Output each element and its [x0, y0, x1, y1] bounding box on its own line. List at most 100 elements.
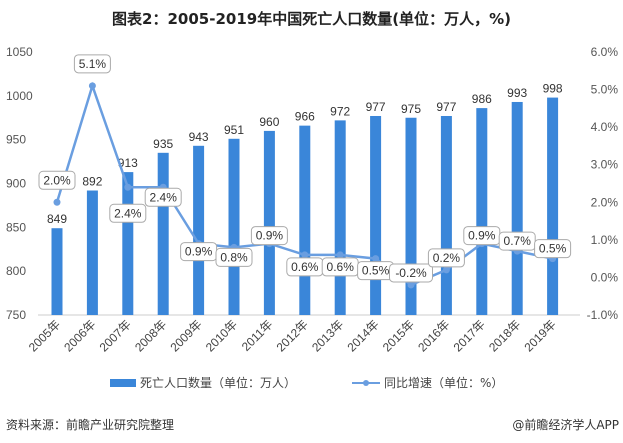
- x-tick-label: 2011年: [239, 317, 276, 354]
- growth-point: [442, 266, 450, 274]
- growth-label-box: [389, 263, 433, 283]
- credit-note: @前瞻经济学人APP: [512, 418, 619, 432]
- growth-point: [372, 255, 380, 263]
- growth-label-box: [534, 239, 572, 259]
- growth-point: [301, 251, 309, 259]
- left-tick-label: 850: [6, 220, 26, 234]
- bar-value-label: 986: [472, 92, 492, 106]
- x-tick-label: 2019年: [521, 317, 558, 354]
- growth-value-label: 2.4%: [114, 206, 142, 220]
- left-tick-label: 1000: [6, 89, 33, 103]
- growth-value-label: 0.8%: [220, 250, 248, 264]
- x-tick-label: 2010年: [203, 317, 240, 354]
- bar: [51, 228, 63, 315]
- growth-label-box: [144, 187, 182, 207]
- bar-value-label: 966: [295, 110, 315, 124]
- bar: [193, 145, 205, 315]
- source-note: 资料来源：前瞻产业研究院整理: [6, 418, 175, 432]
- chart-title: 图表2：2005-2019年中国死亡人口数量(单位：万人，%): [112, 10, 511, 28]
- bar: [334, 120, 346, 315]
- growth-point: [88, 82, 96, 90]
- growth-point: [407, 281, 415, 289]
- right-tick-label: 2.0%: [591, 195, 619, 209]
- legend-line-swatch: [352, 379, 380, 386]
- bar: [547, 97, 559, 315]
- legend-bar-label: 死亡人口数量（单位：万人）: [140, 376, 297, 390]
- growth-value-label: 0.5%: [362, 264, 390, 278]
- bar: [122, 172, 134, 315]
- bar: [511, 101, 523, 315]
- bar-value-label: 972: [330, 104, 350, 118]
- left-tick-label: 750: [6, 308, 26, 322]
- growth-label-box: [250, 226, 288, 246]
- growth-label-box: [215, 247, 253, 267]
- growth-value-label: 0.5%: [539, 242, 567, 256]
- left-tick-label: 950: [6, 133, 26, 147]
- bar-value-label: 977: [436, 100, 456, 114]
- x-tick-label: 2015年: [380, 317, 417, 354]
- right-tick-label: 6.0%: [591, 45, 619, 59]
- legend-item-line: 同比增速（单位：%）: [352, 374, 503, 391]
- bar: [440, 115, 452, 315]
- right-tick-label: 3.0%: [591, 158, 619, 172]
- bar-value-label: 993: [507, 86, 527, 100]
- bar-value-label: 913: [118, 156, 138, 170]
- x-tick-label: 2005年: [26, 317, 63, 354]
- x-tick-label: 2017年: [451, 317, 488, 354]
- x-tick-label: 2007年: [97, 317, 134, 354]
- left-tick-label: 900: [6, 177, 26, 191]
- right-tick-label: 4.0%: [591, 120, 619, 134]
- growth-label-box: [38, 170, 76, 190]
- bar-value-label: 951: [224, 123, 244, 137]
- growth-value-label: 0.9%: [468, 229, 496, 243]
- x-tick-label: 2006年: [61, 317, 98, 354]
- bar-value-label: 960: [259, 115, 279, 129]
- growth-value-label: -0.2%: [395, 266, 427, 280]
- bar: [86, 190, 98, 315]
- left-tick-label: 1050: [6, 45, 33, 59]
- bar-value-label: 977: [366, 100, 386, 114]
- growth-value-label: 0.9%: [256, 229, 284, 243]
- right-tick-label: 1.0%: [591, 233, 619, 247]
- bar-value-label: 849: [47, 212, 67, 226]
- bar: [405, 117, 417, 315]
- bar-value-label: 943: [189, 130, 209, 144]
- growth-label-box: [109, 203, 147, 223]
- growth-value-label: 0.9%: [185, 245, 213, 259]
- growth-label-box: [73, 54, 111, 74]
- legend-line-label: 同比增速（单位：%）: [384, 376, 504, 390]
- bar-value-label: 998: [543, 82, 563, 96]
- x-tick-label: 2016年: [415, 317, 452, 354]
- x-tick-label: 2008年: [132, 317, 169, 354]
- bar: [228, 138, 240, 315]
- growth-value-label: 0.6%: [291, 260, 319, 274]
- bar: [370, 115, 382, 315]
- x-tick-label: 2014年: [344, 317, 381, 354]
- growth-point: [124, 183, 132, 191]
- x-tick-label: 2009年: [167, 317, 204, 354]
- bar-value-label: 975: [401, 102, 421, 116]
- growth-value-label: 2.4%: [150, 190, 178, 204]
- growth-value-label: 5.1%: [79, 57, 107, 71]
- bar: [299, 125, 311, 315]
- growth-point: [336, 251, 344, 259]
- growth-point: [53, 198, 61, 206]
- bar-value-label: 935: [153, 137, 173, 151]
- growth-label-box: [427, 248, 465, 268]
- x-tick-label: 2018年: [486, 317, 523, 354]
- bar: [263, 130, 275, 315]
- growth-value-label: 0.7%: [504, 234, 532, 248]
- x-tick-label: 2012年: [274, 317, 311, 354]
- right-tick-label: -1.0%: [587, 308, 619, 322]
- right-tick-label: 5.0%: [591, 83, 619, 97]
- growth-value-label: 0.2%: [433, 251, 461, 265]
- right-tick-label: 0.0%: [591, 270, 619, 284]
- x-tick-label: 2013年: [309, 317, 346, 354]
- growth-value-label: 0.6%: [327, 260, 355, 274]
- bar: [157, 152, 169, 315]
- bar-value-label: 892: [82, 175, 102, 189]
- legend-item-bar: 死亡人口数量（单位：万人）: [110, 374, 296, 391]
- bar: [476, 108, 488, 316]
